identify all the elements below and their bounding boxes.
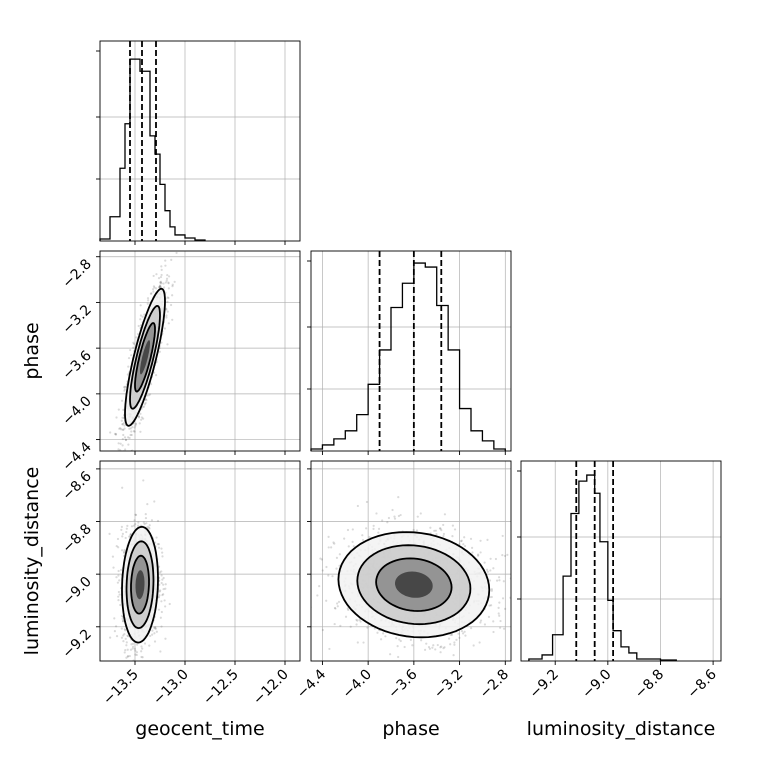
density-level: [140, 340, 150, 375]
axes-frame: [99, 40, 301, 242]
plot-area: [311, 461, 511, 661]
panel-2d-geocent_time-luminosity_distance: [96, 460, 301, 665]
y-tick-label: −3.2: [59, 302, 94, 337]
x-tick-label: −13.5: [100, 667, 142, 709]
x-tick-label: −9.2: [527, 667, 562, 702]
y-tick-label: −4.0: [59, 393, 94, 428]
contour-line: [134, 322, 156, 393]
contour-line: [124, 287, 166, 427]
contour-line: [337, 531, 491, 639]
x-axis-label-geocent_time: geocent_time: [135, 718, 264, 740]
x-tick-label: −4.4: [294, 666, 329, 701]
x-tick-label: −13.0: [150, 667, 192, 709]
grid: [311, 251, 511, 451]
axes-frame: [520, 460, 722, 662]
histogram-luminosity_distance: [528, 474, 677, 661]
x-tick-label: −4.0: [340, 667, 375, 702]
x-tick-label: −3.2: [431, 667, 466, 702]
grid: [100, 41, 300, 241]
axes-frame: [310, 250, 512, 452]
panel-hist-luminosity_distance: [517, 460, 722, 665]
x-tick-label: −2.8: [477, 667, 512, 702]
panel-2d-geocent_time-phase: [96, 250, 301, 455]
x-axis-label-luminosity_distance: luminosity_distance: [527, 718, 716, 740]
contour-line: [125, 540, 155, 630]
contour-line: [121, 525, 159, 644]
y-tick-label: −9.0: [59, 574, 94, 609]
x-tick-label: −12.5: [200, 667, 242, 709]
y-tick-label: −2.8: [59, 256, 94, 291]
plot-area: [100, 251, 300, 451]
y-tick-label: −3.6: [59, 348, 94, 383]
density-level: [395, 571, 433, 598]
y-axis-label-luminosity_distance: luminosity_distance: [21, 467, 43, 656]
x-axis-label-phase: phase: [382, 718, 439, 740]
contour-line: [130, 554, 150, 615]
y-tick-label: −8.8: [59, 521, 94, 556]
panel-hist-phase: [307, 250, 512, 455]
axes-frame: [99, 460, 301, 662]
x-tick-label: −12.0: [250, 667, 292, 709]
y-axis-label-phase: phase: [21, 322, 43, 379]
density-level: [135, 570, 145, 600]
y-tick-label: −8.6: [59, 468, 94, 503]
histogram-phase: [310, 262, 506, 451]
x-tick-label: −8.6: [685, 666, 720, 701]
x-tick-label: −9.0: [579, 667, 614, 702]
contour-line: [375, 557, 453, 612]
contour-line: [129, 304, 161, 410]
contour-line: [356, 544, 472, 626]
histogram-geocent_time: [99, 58, 206, 241]
x-tick-label: −8.8: [632, 667, 667, 702]
axes-frame: [99, 250, 301, 452]
axes-frame: [310, 460, 512, 662]
y-tick-label: −4.4: [59, 439, 94, 474]
y-tick-label: −9.2: [59, 626, 94, 661]
panel-2d-phase-luminosity_distance: [307, 460, 512, 665]
x-tick-label: −3.6: [385, 666, 420, 701]
panel-hist-geocent_time: [96, 40, 301, 245]
plot-area: [100, 461, 300, 661]
